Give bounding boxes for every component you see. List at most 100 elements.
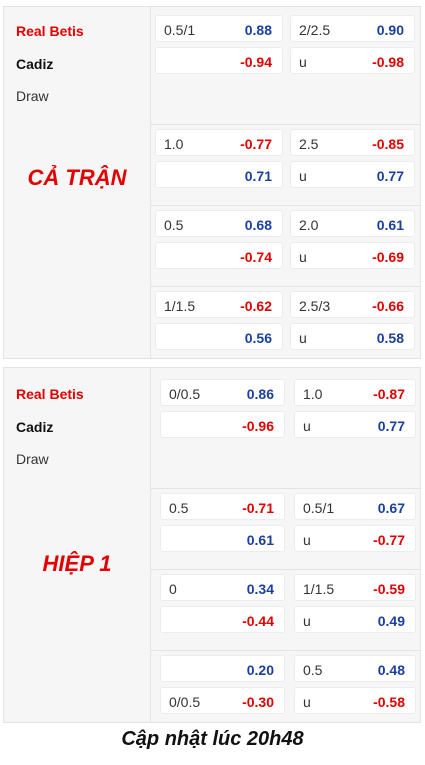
total-odds-cell[interactable]: u 0.49 bbox=[294, 606, 416, 633]
odds-value: 0.68 bbox=[244, 217, 272, 233]
line-label: 0/0.5 bbox=[169, 386, 201, 402]
odds-value: -0.58 bbox=[373, 694, 405, 710]
handicap-odds-cell[interactable]: 0.56 bbox=[155, 323, 283, 350]
under-label: u bbox=[299, 54, 307, 70]
odds-value: -0.69 bbox=[372, 249, 404, 265]
under-label: u bbox=[303, 694, 311, 710]
total-odds-cell[interactable]: 0.5 0.48 bbox=[294, 655, 416, 682]
handicap-odds-cell[interactable]: 0.5 -0.71 bbox=[160, 493, 285, 520]
group-divider bbox=[151, 488, 421, 489]
line-label: 2.5 bbox=[299, 136, 319, 152]
handicap-odds-cell[interactable]: 0.71 bbox=[155, 161, 283, 188]
total-odds-cell[interactable]: u 0.58 bbox=[290, 323, 415, 350]
handicap-odds-cell[interactable]: 0/0.5 -0.30 bbox=[160, 687, 285, 714]
full-match-section: Real Betis Cadiz Draw CẢ TRẬN 0.5/1 0.88 -… bbox=[3, 6, 421, 359]
handicap-odds-cell[interactable]: -0.94 bbox=[155, 47, 283, 74]
line-label: 2.0 bbox=[299, 217, 319, 233]
odds-value: 0.67 bbox=[377, 500, 405, 516]
handicap-odds-cell[interactable]: 0.5 0.68 bbox=[155, 210, 283, 237]
line-label: 1.0 bbox=[303, 386, 323, 402]
odds-value: 0.71 bbox=[244, 168, 272, 184]
section-title: CẢ TRẬN bbox=[27, 165, 127, 190]
odds-value: 0.34 bbox=[246, 581, 274, 597]
total-odds-cell[interactable]: 2/2.5 0.90 bbox=[290, 15, 415, 42]
odds-value: -0.85 bbox=[372, 136, 404, 152]
odds-value: -0.87 bbox=[373, 386, 405, 402]
odds-value: 0.48 bbox=[377, 662, 405, 678]
line-label: 0/0.5 bbox=[169, 694, 201, 710]
draw-label: Draw bbox=[16, 88, 49, 104]
home-team: Real Betis bbox=[16, 23, 84, 39]
odds-value: -0.59 bbox=[373, 581, 405, 597]
odds-value: 0.49 bbox=[377, 613, 405, 629]
total-odds-cell[interactable]: u -0.58 bbox=[294, 687, 416, 714]
handicap-odds-cell[interactable]: -0.44 bbox=[160, 606, 285, 633]
line-label: 2.5/3 bbox=[299, 298, 331, 314]
handicap-odds-cell[interactable]: 0/0.5 0.86 bbox=[160, 379, 285, 406]
total-odds-cell[interactable]: u 0.77 bbox=[290, 161, 415, 188]
line-label: 0 bbox=[169, 581, 177, 597]
handicap-odds-cell[interactable]: 1/1.5 -0.62 bbox=[155, 291, 283, 318]
odds-value: 0.77 bbox=[377, 418, 405, 434]
handicap-odds-cell[interactable]: 0.5/1 0.88 bbox=[155, 15, 283, 42]
total-odds-cell[interactable]: 2.0 0.61 bbox=[290, 210, 415, 237]
total-odds-cell[interactable]: u 0.77 bbox=[294, 411, 416, 438]
odds-value: -0.44 bbox=[242, 613, 274, 629]
odds-value: 0.58 bbox=[376, 330, 404, 346]
away-team: Cadiz bbox=[16, 56, 54, 72]
group-divider bbox=[151, 124, 421, 125]
total-odds-cell[interactable]: u -0.69 bbox=[290, 242, 415, 269]
under-label: u bbox=[299, 249, 307, 265]
handicap-odds-cell[interactable]: 0.61 bbox=[160, 525, 285, 552]
under-label: u bbox=[303, 613, 311, 629]
draw-label: Draw bbox=[16, 451, 49, 467]
odds-value: 0.86 bbox=[246, 386, 274, 402]
odds-value: -0.98 bbox=[372, 54, 404, 70]
line-label: 0.5 bbox=[169, 500, 189, 516]
under-label: u bbox=[299, 168, 307, 184]
total-odds-cell[interactable]: 1.0 -0.87 bbox=[294, 379, 416, 406]
odds-value: 0.61 bbox=[376, 217, 404, 233]
total-odds-cell[interactable]: 2.5/3 -0.66 bbox=[290, 291, 415, 318]
handicap-odds-cell[interactable]: 1.0 -0.77 bbox=[155, 129, 283, 156]
total-odds-cell[interactable]: u -0.77 bbox=[294, 525, 416, 552]
odds-value: -0.77 bbox=[240, 136, 272, 152]
home-team: Real Betis bbox=[16, 386, 84, 402]
total-odds-cell[interactable]: u -0.98 bbox=[290, 47, 415, 74]
line-label: 0.5 bbox=[164, 217, 184, 233]
line-label: 0.5/1 bbox=[164, 22, 196, 38]
line-label: 1/1.5 bbox=[164, 298, 196, 314]
odds-value: -0.96 bbox=[242, 418, 274, 434]
handicap-odds-cell[interactable]: 0.20 bbox=[160, 655, 285, 682]
odds-value: 0.56 bbox=[244, 330, 272, 346]
odds-value: -0.74 bbox=[240, 249, 272, 265]
group-divider bbox=[151, 205, 421, 206]
handicap-odds-cell[interactable]: -0.74 bbox=[155, 242, 283, 269]
total-odds-cell[interactable]: 1/1.5 -0.59 bbox=[294, 574, 416, 601]
odds-value: 0.90 bbox=[376, 22, 404, 38]
handicap-odds-cell[interactable]: 0 0.34 bbox=[160, 574, 285, 601]
odds-value: -0.66 bbox=[372, 298, 404, 314]
line-label: 1/1.5 bbox=[303, 581, 335, 597]
update-time: Cập nhật lúc 20h48 bbox=[121, 728, 304, 750]
odds-value: 0.20 bbox=[246, 662, 274, 678]
odds-value: -0.94 bbox=[240, 54, 272, 70]
teams-column: Real Betis Cadiz Draw HIỆP 1 bbox=[4, 368, 151, 722]
teams-column: Real Betis Cadiz Draw CẢ TRẬN bbox=[4, 7, 151, 358]
away-team: Cadiz bbox=[16, 419, 54, 435]
group-divider bbox=[151, 569, 421, 570]
line-label: 1.0 bbox=[164, 136, 184, 152]
total-odds-cell[interactable]: 2.5 -0.85 bbox=[290, 129, 415, 156]
under-label: u bbox=[303, 532, 311, 548]
section-title: HIỆP 1 bbox=[42, 551, 112, 576]
first-half-section: Real Betis Cadiz Draw HIỆP 1 0/0.5 0.86 -0… bbox=[3, 367, 421, 723]
odds-value: 0.77 bbox=[376, 168, 404, 184]
odds-value: -0.62 bbox=[240, 298, 272, 314]
group-divider bbox=[151, 286, 421, 287]
group-divider bbox=[151, 650, 421, 651]
line-label: 0.5 bbox=[303, 662, 323, 678]
line-label: 2/2.5 bbox=[299, 22, 331, 38]
odds-value: 0.88 bbox=[244, 22, 272, 38]
total-odds-cell[interactable]: 0.5/1 0.67 bbox=[294, 493, 416, 520]
handicap-odds-cell[interactable]: -0.96 bbox=[160, 411, 285, 438]
